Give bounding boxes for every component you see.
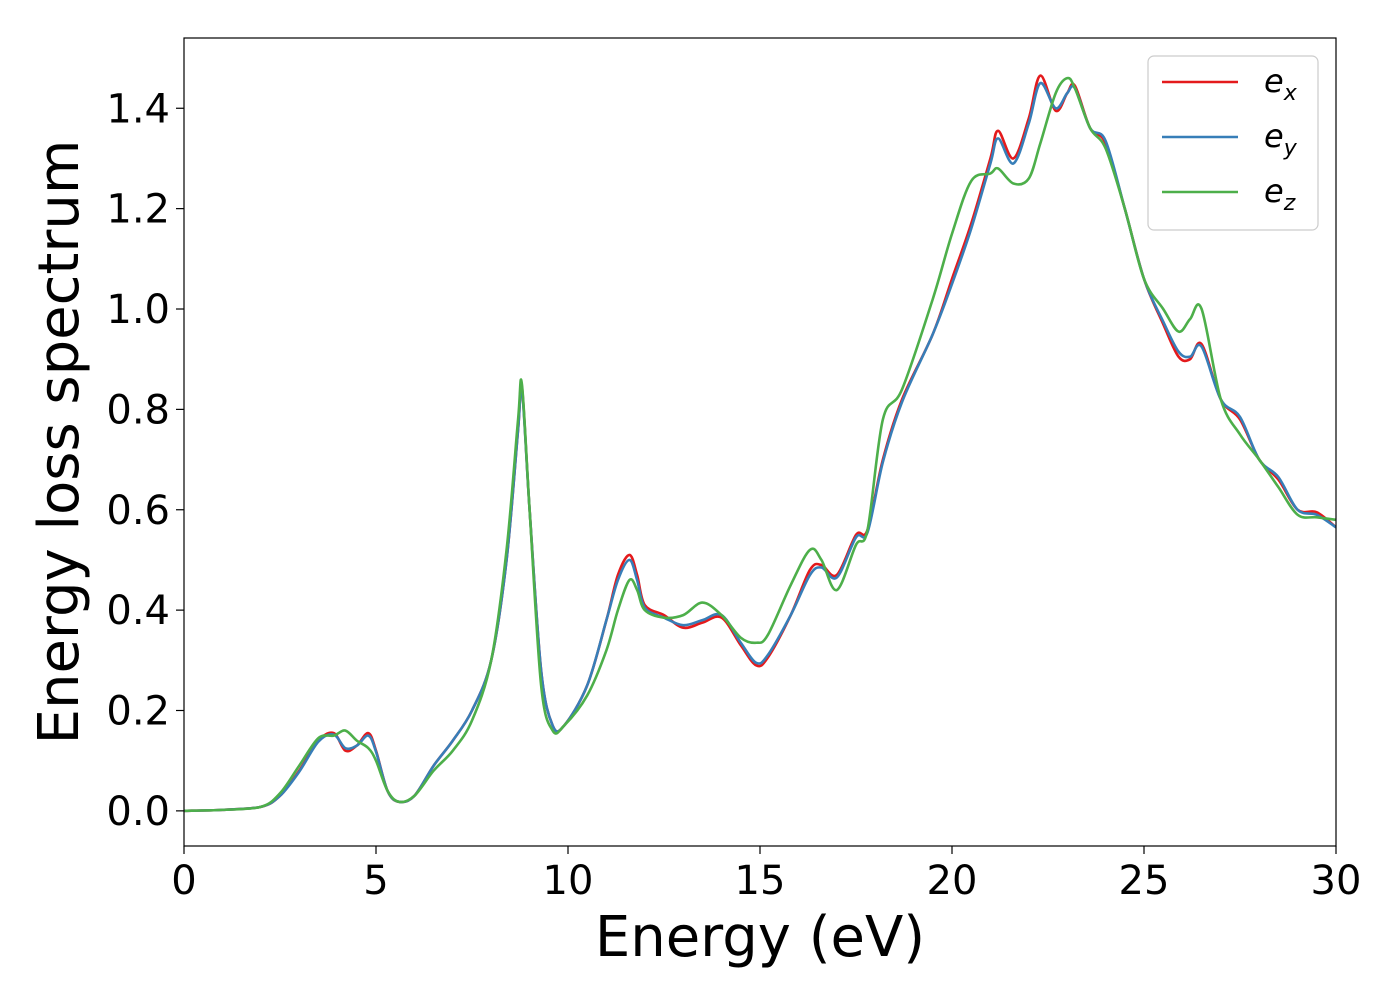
y-tick-label: 0.6 xyxy=(106,488,170,534)
x-tick-label: 15 xyxy=(735,858,786,904)
y-tick-label: 0.8 xyxy=(106,387,170,433)
x-tick-label: 25 xyxy=(1119,858,1170,904)
legend-label-e-z: ez xyxy=(1264,172,1296,216)
y-tick-label: 1.2 xyxy=(106,187,170,233)
legend-label-subscript: y xyxy=(1283,136,1298,161)
x-tick-label: 20 xyxy=(927,858,978,904)
legend-label-base: e xyxy=(1264,117,1284,155)
legend-label-e-x: ex xyxy=(1264,62,1298,106)
x-tick-label: 5 xyxy=(363,858,388,904)
y-axis: 0.0 0.2 0.4 0.6 0.8 1.0 1.2 1.4 xyxy=(106,86,184,835)
x-tick-label: 0 xyxy=(171,858,196,904)
y-tick-label: 1.0 xyxy=(106,287,170,333)
legend-label-e-y: ey xyxy=(1264,117,1298,161)
y-axis-title: Energy loss spectrum xyxy=(27,140,92,745)
y-tick-label: 0.4 xyxy=(106,588,170,634)
legend-label-base: e xyxy=(1264,172,1284,210)
plot-area xyxy=(184,38,1336,846)
series-line-e-z xyxy=(184,76,1336,813)
x-tick-label: 10 xyxy=(543,858,594,904)
series-lines xyxy=(184,74,1336,813)
x-tick-label: 30 xyxy=(1311,858,1362,904)
legend-label-base: e xyxy=(1264,62,1284,100)
y-tick-label: 0.2 xyxy=(106,688,170,734)
y-tick-label: 0.0 xyxy=(106,789,170,835)
x-axis-title: Energy (eV) xyxy=(595,905,925,970)
y-tick-label: 1.4 xyxy=(106,86,170,132)
legend-box xyxy=(1147,55,1319,231)
legend-label-subscript: x xyxy=(1283,81,1298,106)
x-axis: 0 5 10 15 20 25 30 xyxy=(171,846,1361,904)
legend-label-subscript: z xyxy=(1283,191,1296,216)
